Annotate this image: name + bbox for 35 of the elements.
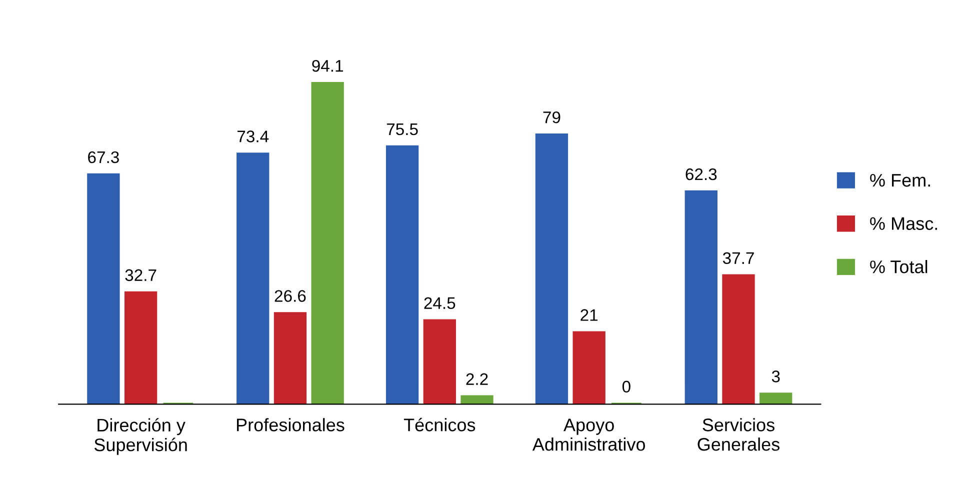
bar: [722, 274, 755, 404]
data-label: 62.3: [686, 168, 717, 180]
x-tick-label: Apoyo Administrativo: [532, 418, 646, 451]
data-label: 21: [580, 309, 598, 321]
data-label: 26.6: [274, 290, 306, 302]
legend-label: % Masc.: [870, 217, 938, 230]
bar: [236, 152, 270, 404]
bar: [386, 145, 419, 404]
data-label: 3: [772, 370, 780, 382]
data-label: 75.5: [386, 124, 418, 136]
x-tick-label: Técnicos: [404, 418, 476, 432]
bar: [423, 319, 456, 404]
bar: [274, 312, 307, 404]
data-label: 79: [543, 111, 560, 124]
x-tick-label: Profesionales: [237, 418, 344, 432]
bar: [87, 173, 120, 404]
x-tick-label: Dirección y Supervisión: [94, 418, 187, 455]
legend-label: % Total: [870, 260, 928, 274]
data-label: 0: [622, 380, 630, 393]
bar: [311, 82, 344, 404]
data-label: 32.7: [125, 269, 156, 282]
bar: [684, 190, 718, 404]
bar: [124, 291, 158, 404]
legend-label: % Fem.: [870, 174, 930, 187]
data-label: 73.4: [238, 130, 269, 142]
bar: [760, 392, 792, 404]
bar: [572, 331, 606, 404]
x-tick-label: Servicios Generales: [698, 418, 780, 451]
bar: [535, 133, 568, 404]
data-label: 94.1: [312, 60, 343, 72]
data-label: 24.5: [424, 297, 456, 310]
bar: [460, 395, 494, 404]
data-label: 67.3: [88, 151, 119, 164]
data-label: 37.7: [722, 252, 754, 264]
data-label: 2.2: [466, 373, 488, 385]
